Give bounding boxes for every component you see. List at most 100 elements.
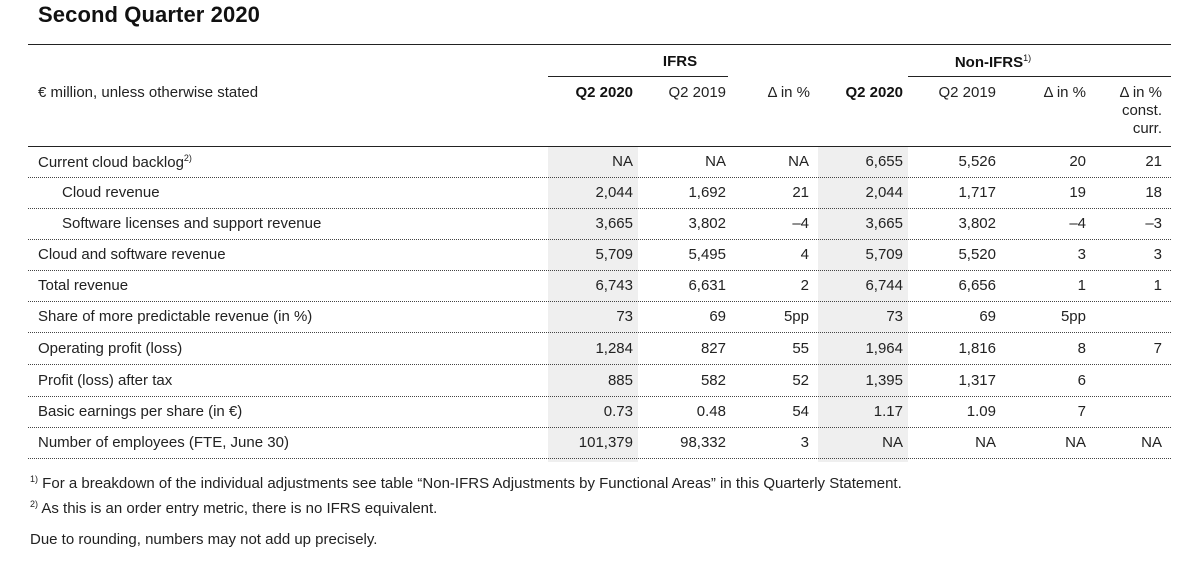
cell-nonifrs-delta: 8 xyxy=(1077,340,1086,357)
table-row: Cloud revenue 2,044 1,692 21 2,044 1,717 19 18 xyxy=(28,178,1171,209)
table-row: Cloud and software revenue 5,709 5,495 4 5,7… xyxy=(28,240,1171,271)
row-dotted-rule xyxy=(28,301,1171,302)
cell-nonifrs-const-curr: 7 xyxy=(1153,340,1162,357)
cell-ifrs-q2-2020: 101,379 xyxy=(578,434,633,451)
row-label: Basic earnings per share (in €) xyxy=(38,403,242,420)
cell-ifrs-q2-2020: 1,284 xyxy=(595,340,633,357)
row-label: Cloud and software revenue xyxy=(38,246,226,263)
col-const-line-3: curr. xyxy=(1132,120,1162,137)
cell-ifrs-delta: 4 xyxy=(800,246,809,263)
col-ifrs-q2-2020: Q2 2020 xyxy=(575,84,633,101)
table-row: Basic earnings per share (in €) 0.73 0.48 5… xyxy=(28,397,1171,428)
row-label: Share of more predictable revenue (in %) xyxy=(38,308,312,325)
cell-ifrs-delta: 55 xyxy=(792,340,809,357)
ifrs-group-rule xyxy=(548,76,728,77)
row-dotted-rule xyxy=(28,270,1171,271)
cell-nonifrs-delta: 5pp xyxy=(1060,308,1086,325)
cell-ifrs-delta: 2 xyxy=(800,277,809,294)
row-label-text: Software licenses and support revenue xyxy=(62,215,322,232)
footnote-1-text: For a breakdown of the individual adjust… xyxy=(38,475,902,492)
table-row: Operating profit (loss) 1,284 827 55 1,964 1,… xyxy=(28,334,1171,365)
table-row: Number of employees (FTE, June 30) 101,37… xyxy=(28,428,1171,459)
cell-nonifrs-q2-2020: 1,395 xyxy=(865,372,903,389)
group-header-nonifrs: Non-IFRS1) xyxy=(908,53,1078,71)
cell-nonifrs-q2-2020: 2,044 xyxy=(865,184,903,201)
cell-nonifrs-q2-2019: 5,520 xyxy=(958,246,996,263)
row-label: Current cloud backlog2) xyxy=(38,153,192,171)
row-label: Total revenue xyxy=(38,277,128,294)
cell-ifrs-q2-2020: NA xyxy=(612,153,633,170)
cell-ifrs-delta: 3 xyxy=(800,434,809,451)
cell-ifrs-q2-2020: 73 xyxy=(616,308,633,325)
row-label: Profit (loss) after tax xyxy=(38,372,172,389)
row-dotted-rule xyxy=(28,239,1171,240)
group-header-ifrs: IFRS xyxy=(662,53,698,70)
cell-nonifrs-q2-2019: 3,802 xyxy=(958,215,996,232)
cell-ifrs-q2-2020: 6,743 xyxy=(595,277,633,294)
row-dotted-rule xyxy=(28,364,1171,365)
row-label: Cloud revenue xyxy=(62,184,160,201)
row-label-text: Current cloud backlog xyxy=(38,154,184,171)
cell-nonifrs-q2-2020: 1.17 xyxy=(873,403,903,420)
footnote-1: 1) For a breakdown of the individual adj… xyxy=(30,474,902,492)
cell-nonifrs-delta: 1 xyxy=(1077,277,1086,294)
cell-ifrs-delta: NA xyxy=(788,153,809,170)
footnote-1-mark: 1) xyxy=(30,474,39,484)
cell-nonifrs-q2-2019: 5,526 xyxy=(958,153,996,170)
cell-ifrs-q2-2019: 5,495 xyxy=(688,246,726,263)
table-row: Current cloud backlog2) NA NA NA 6,655 5,526 2… xyxy=(28,147,1171,178)
cell-ifrs-q2-2020: 2,044 xyxy=(595,184,633,201)
cell-ifrs-delta: 54 xyxy=(792,403,809,420)
cell-nonifrs-q2-2020: 6,655 xyxy=(865,153,903,170)
table-row: Total revenue 6,743 6,631 2 6,744 6,656 1 1 xyxy=(28,271,1171,302)
table-row: Share of more predictable revenue (in %)… xyxy=(28,302,1171,333)
cell-nonifrs-delta: –4 xyxy=(1069,215,1086,232)
cell-ifrs-q2-2019: 1,692 xyxy=(688,184,726,201)
cell-nonifrs-q2-2019: 1,317 xyxy=(958,372,996,389)
header-bottom-rule xyxy=(28,146,1171,147)
row-label-text: Operating profit (loss) xyxy=(38,340,183,357)
rounding-note: Due to rounding, numbers may not add up … xyxy=(30,531,378,548)
cell-nonifrs-delta: 19 xyxy=(1069,184,1086,201)
cell-nonifrs-const-curr: NA xyxy=(1141,434,1162,451)
unit-label: € million, unless otherwise stated xyxy=(38,84,259,101)
row-dotted-rule xyxy=(28,427,1171,428)
row-label-text: Total revenue xyxy=(38,277,129,294)
row-dotted-rule xyxy=(28,177,1171,178)
cell-ifrs-q2-2019: 582 xyxy=(700,372,726,389)
col-nonifrs-q2-2020: Q2 2020 xyxy=(845,84,903,101)
table-row: Software licenses and support revenue 3,6… xyxy=(28,209,1171,240)
row-label: Operating profit (loss) xyxy=(38,340,182,357)
cell-ifrs-delta: –4 xyxy=(792,215,809,232)
cell-nonifrs-q2-2019: 1.09 xyxy=(966,403,996,420)
cell-nonifrs-const-curr: 21 xyxy=(1145,153,1162,170)
row-label: Number of employees (FTE, June 30) xyxy=(38,434,289,451)
cell-ifrs-q2-2019: 98,332 xyxy=(680,434,726,451)
cell-nonifrs-q2-2019: 69 xyxy=(979,308,996,325)
cell-nonifrs-q2-2019: 1,816 xyxy=(958,340,996,357)
cell-ifrs-q2-2019: 0.48 xyxy=(696,403,726,420)
cell-nonifrs-q2-2019: NA xyxy=(975,434,996,451)
nonifrs-current-column-shade xyxy=(818,147,908,462)
cell-nonifrs-q2-2020: 73 xyxy=(886,308,903,325)
cell-nonifrs-q2-2019: 6,656 xyxy=(958,277,996,294)
cell-nonifrs-delta: 7 xyxy=(1077,403,1086,420)
col-nonifrs-q2-2019: Q2 2019 xyxy=(938,84,996,101)
cell-nonifrs-const-curr: –3 xyxy=(1145,215,1162,232)
cell-nonifrs-delta: NA xyxy=(1065,434,1086,451)
col-nonifrs-delta: Δ in % xyxy=(1043,84,1086,101)
cell-ifrs-q2-2020: 5,709 xyxy=(595,246,633,263)
cell-ifrs-q2-2019: 69 xyxy=(709,308,726,325)
cell-nonifrs-const-curr: 18 xyxy=(1145,184,1162,201)
col-nonifrs-const-curr: Δ in % const. curr. xyxy=(1090,84,1162,138)
group-header-nonifrs-sup: 1) xyxy=(1023,53,1032,63)
cell-nonifrs-delta: 20 xyxy=(1069,153,1086,170)
row-label-text: Share of more predictable revenue (in %) xyxy=(38,308,313,325)
row-label-footnote-mark: 2) xyxy=(183,153,192,163)
table-row: Profit (loss) after tax 885 582 52 1,395 1,31… xyxy=(28,366,1171,397)
cell-ifrs-q2-2020: 3,665 xyxy=(595,215,633,232)
row-label-text: Basic earnings per share (in €) xyxy=(38,403,243,420)
row-label-text: Cloud and software revenue xyxy=(38,246,226,263)
col-ifrs-delta: Δ in % xyxy=(767,84,810,101)
cell-ifrs-delta: 21 xyxy=(792,184,809,201)
